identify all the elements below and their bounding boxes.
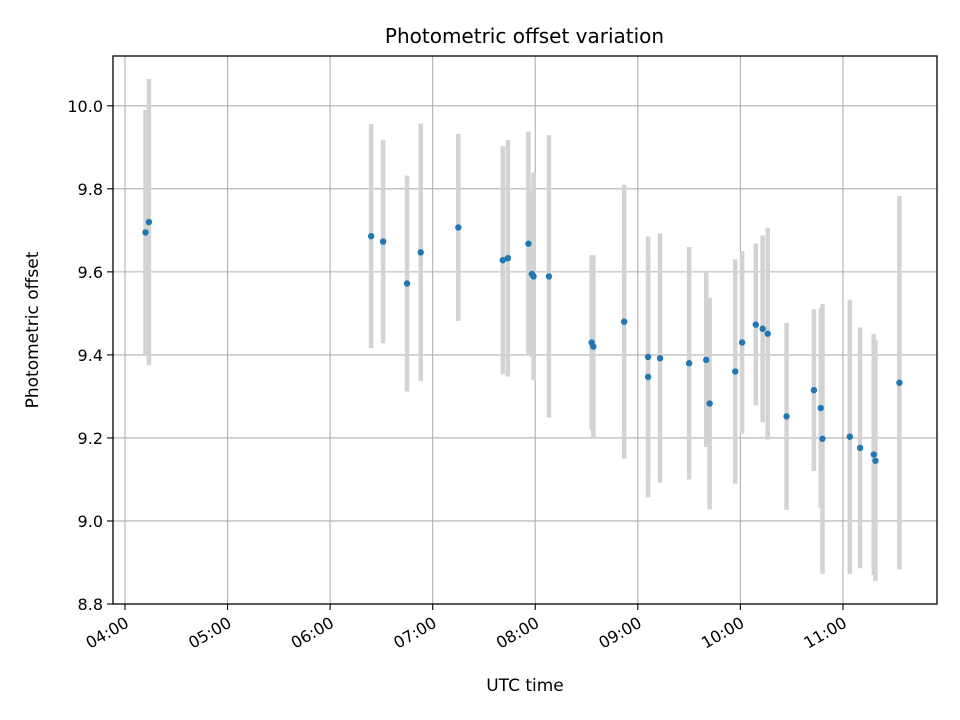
data-point bbox=[403, 280, 411, 287]
data-point bbox=[644, 353, 652, 361]
y-tick-label: 9.0 bbox=[78, 512, 103, 531]
data-point bbox=[817, 404, 824, 412]
x-tick-label: 11:00 bbox=[801, 613, 850, 653]
y-tick-label: 9.2 bbox=[78, 429, 103, 448]
x-tick-label: 07:00 bbox=[390, 613, 439, 653]
data-point bbox=[525, 240, 532, 247]
y-tick-label: 9.4 bbox=[78, 346, 103, 365]
data-point bbox=[810, 386, 818, 394]
data-point bbox=[142, 229, 149, 236]
data-point bbox=[846, 433, 854, 440]
x-tick-label: 08:00 bbox=[493, 613, 542, 653]
data-point bbox=[738, 339, 746, 346]
x-tick-label: 05:00 bbox=[185, 613, 234, 653]
data-point bbox=[752, 321, 759, 328]
data-point bbox=[455, 224, 462, 231]
data-point bbox=[590, 343, 597, 350]
data-point bbox=[367, 232, 375, 240]
x-tick-label: 09:00 bbox=[595, 613, 644, 653]
data-point bbox=[759, 325, 766, 332]
x-tick-label: 10:00 bbox=[698, 613, 747, 653]
x-tick-label: 06:00 bbox=[288, 613, 337, 653]
data-point bbox=[870, 451, 877, 458]
data-point bbox=[732, 368, 739, 375]
plot-frame bbox=[112, 55, 938, 605]
data-point bbox=[504, 254, 512, 262]
data-point bbox=[703, 356, 710, 364]
x-axis-label: UTC time bbox=[486, 676, 564, 696]
data-points bbox=[142, 218, 903, 464]
y-axis-ticks: 8.8 9.0 9.2 9.4 9.6 9.8 10.0 bbox=[67, 97, 113, 614]
y-tick-label: 8.8 bbox=[78, 595, 103, 614]
y-tick-label: 9.8 bbox=[78, 180, 103, 199]
y-tick-label: 10.0 bbox=[67, 97, 103, 116]
data-point bbox=[530, 273, 537, 280]
x-axis-ticks: 04:00 05:00 06:00 07:00 08:00 09:00 10:00 11:00 bbox=[83, 604, 850, 653]
y-axis-label: Photometric offset bbox=[23, 251, 43, 408]
data-point bbox=[417, 249, 424, 256]
data-point bbox=[499, 257, 506, 264]
data-point bbox=[145, 218, 153, 226]
data-point bbox=[706, 400, 713, 407]
data-point bbox=[764, 330, 771, 337]
data-point bbox=[545, 273, 553, 280]
data-point bbox=[872, 457, 879, 464]
data-point bbox=[656, 355, 664, 362]
data-point bbox=[379, 238, 387, 245]
data-point bbox=[896, 379, 903, 386]
x-tick-label: 04:00 bbox=[83, 613, 132, 653]
chart-title: Photometric offset variation bbox=[385, 24, 664, 48]
data-point bbox=[856, 444, 864, 452]
data-point bbox=[783, 413, 790, 420]
error-bars bbox=[143, 78, 902, 582]
data-point bbox=[685, 360, 693, 367]
data-point bbox=[819, 435, 826, 442]
y-tick-label: 9.6 bbox=[78, 263, 103, 282]
data-point bbox=[620, 318, 628, 325]
data-point bbox=[644, 373, 652, 381]
